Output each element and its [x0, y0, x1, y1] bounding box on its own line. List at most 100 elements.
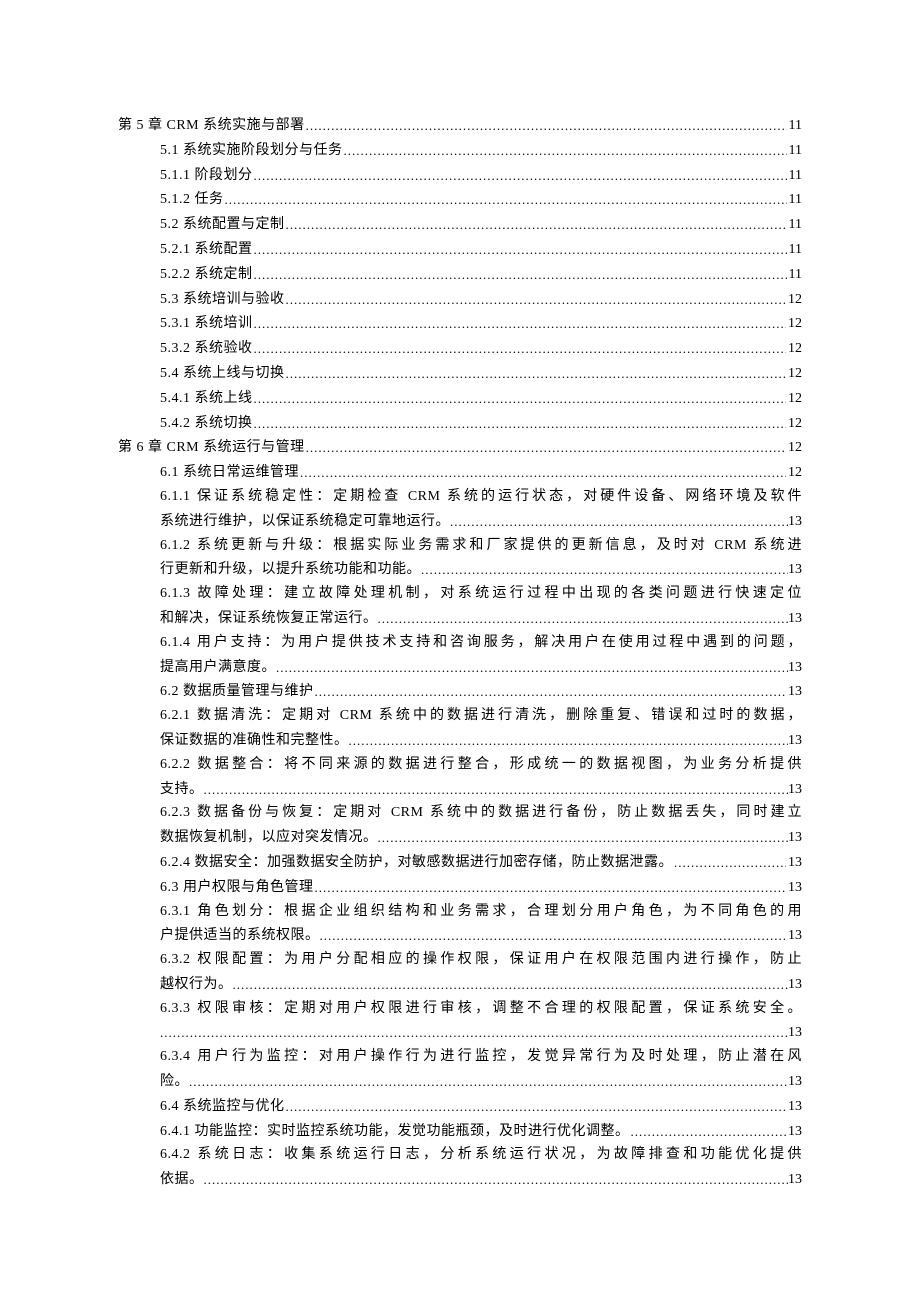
- leader-dots: [315, 881, 787, 894]
- toc-entry-label: 5.2.1 系统配置: [160, 243, 253, 257]
- toc-entry-label: 5.4.2 系统切换: [160, 417, 253, 431]
- toc-entry-section[interactable]: 5.2 系统配置与定制 11: [118, 217, 802, 232]
- toc-entry-label: 5.1.2 任务: [160, 193, 224, 207]
- toc-entry-section[interactable]: 5.4 系统上线与切换12: [118, 366, 802, 381]
- toc-entry-line1: 6.2.2 数据整合：将不同来源的数据进行整合，形成统一的数据视图，为业务分析提…: [160, 758, 802, 772]
- toc-entry-wrapped[interactable]: 6.1.2 系统更新与升级：根据实际业务需求和厂家提供的更新信息，及时对 CRM…: [118, 539, 802, 578]
- toc-entry-wrapped[interactable]: 6.1.4 用户支持：为用户提供技术支持和咨询服务，解决用户在使用过程中遇到的问…: [118, 636, 802, 675]
- leader-dots: [233, 978, 789, 991]
- toc-entry-label: 5.4.1 系统上线: [160, 392, 253, 406]
- table-of-contents: 第 5 章 CRM 系统实施与部署115.1 系统实施阶段划分与任务115.1.…: [118, 118, 802, 1187]
- leader-dots: [631, 1125, 787, 1138]
- toc-entry-label: 第 6 章 CRM 系统运行与管理: [118, 441, 305, 455]
- leader-dots: [276, 661, 788, 674]
- toc-entry-wrapped[interactable]: 6.2.1 数据清洗：定期对 CRM 系统中的数据进行清洗，删除重复、错误和过时…: [118, 709, 802, 748]
- toc-entry-section[interactable]: 5.2.2 系统定制 11: [118, 267, 802, 282]
- page-number: 13: [788, 783, 802, 797]
- page-number: 13: [787, 685, 802, 699]
- toc-entry-tail: 保证数据的准确性和完整性。: [160, 734, 349, 748]
- leader-dots: [286, 293, 787, 306]
- toc-entry-line1: 6.1.3 故障处理：建立故障处理机制，对系统运行过程中出现的各类问题进行快速定…: [160, 587, 802, 601]
- leader-dots: [254, 342, 787, 355]
- toc-entry-label: 5.3.1 系统培训: [160, 317, 253, 331]
- toc-entry-section[interactable]: 6.1 系统日常运维管理12: [118, 465, 802, 480]
- leader-dots: [160, 1026, 788, 1039]
- toc-entry-line2: 13: [160, 1025, 802, 1040]
- page-number: 13: [787, 1100, 802, 1114]
- toc-entry-label: 6.4.1 功能监控：实时监控系统功能，发觉功能瓶颈，及时进行优化调整。: [160, 1125, 630, 1139]
- leader-dots: [254, 317, 787, 330]
- leader-dots: [204, 1173, 789, 1186]
- toc-entry-wrapped[interactable]: 6.3.3 权限审核：定期对用户权限进行审核，调整不合理的权限配置，保证系统安全…: [118, 1002, 802, 1041]
- leader-dots: [286, 1100, 787, 1113]
- leader-dots: [189, 1075, 788, 1088]
- toc-entry-line1: 6.3.2 权限配置：为用户分配相应的操作权限，保证用户在权限范围内进行操作，防…: [160, 953, 802, 967]
- toc-entry-section[interactable]: 6.4.1 功能监控：实时监控系统功能，发觉功能瓶颈，及时进行优化调整。 13: [118, 1124, 802, 1139]
- toc-entry-line2: 依据。 13: [160, 1172, 802, 1187]
- toc-entry-wrapped[interactable]: 6.2.3 数据备份与恢复：定期对 CRM 系统中的数据进行备份，防止数据丢失，…: [118, 806, 802, 845]
- toc-entry-wrapped[interactable]: 6.2.2 数据整合：将不同来源的数据进行整合，形成统一的数据视图，为业务分析提…: [118, 758, 802, 797]
- toc-entry-label: 5.3.2 系统验收: [160, 342, 253, 356]
- toc-entry-section[interactable]: 5.3 系统培训与验收12: [118, 292, 802, 307]
- toc-entry-label: 5.3 系统培训与验收: [160, 293, 285, 307]
- page-number: 11: [788, 218, 802, 232]
- page-number: 11: [788, 193, 802, 207]
- toc-entry-label: 5.2 系统配置与定制: [160, 218, 285, 232]
- page-number: 13: [787, 856, 802, 870]
- toc-entry-section[interactable]: 5.1.1 阶段划分 11: [118, 168, 802, 183]
- toc-entry-tail: 提高用户满意度。: [160, 661, 276, 675]
- toc-entry-wrapped[interactable]: 6.1.1 保证系统稳定性：定期检查 CRM 系统的运行状态，对硬件设备、网络环…: [118, 490, 802, 529]
- toc-entry-wrapped[interactable]: 6.3.2 权限配置：为用户分配相应的操作权限，保证用户在权限范围内进行操作，防…: [118, 953, 802, 992]
- toc-entry-section[interactable]: 5.4.1 系统上线 12: [118, 391, 802, 406]
- toc-entry-section[interactable]: 5.1.2 任务 11: [118, 192, 802, 207]
- page-number: 11: [788, 144, 802, 158]
- toc-entry-line1: 6.4.2 系统日志：收集系统运行日志，分析系统运行状况，为故障排查和功能优化提…: [160, 1148, 802, 1162]
- leader-dots: [286, 218, 787, 231]
- toc-entry-section[interactable]: 6.3 用户权限与角色管理13: [118, 880, 802, 895]
- leader-dots: [286, 367, 787, 380]
- toc-entry-section[interactable]: 5.4.2 系统切换 12: [118, 416, 802, 431]
- toc-entry-tail: 越权行为。: [160, 978, 233, 992]
- page-number: 12: [787, 317, 802, 331]
- toc-entry-chapter[interactable]: 第 6 章 CRM 系统运行与管理12: [118, 440, 802, 455]
- toc-entry-line2: 系统进行维护，以保证系统稳定可靠地运行。 13: [160, 514, 802, 529]
- toc-entry-wrapped[interactable]: 6.3.4 用户行为监控：对用户操作行为进行监控，发觉异常行为及时处理，防止潜在…: [118, 1050, 802, 1089]
- toc-entry-section[interactable]: 5.1 系统实施阶段划分与任务 11: [118, 143, 802, 158]
- toc-entry-line2: 户提供适当的系统权限。 13: [160, 928, 802, 943]
- toc-entry-section[interactable]: 5.3.2 系统验收 12: [118, 341, 802, 356]
- toc-entry-label: 6.3 用户权限与角色管理: [160, 881, 314, 895]
- toc-entry-tail: 行更新和升级，以提升系统功能和功能。: [160, 563, 421, 577]
- page-number: 13: [788, 515, 802, 529]
- toc-entry-line2: 提高用户满意度。 13: [160, 660, 802, 675]
- toc-entry-section[interactable]: 6.2 数据质量管理与维护13: [118, 684, 802, 699]
- leader-dots: [254, 417, 787, 430]
- toc-entry-line1: 6.3.3 权限审核：定期对用户权限进行审核，调整不合理的权限配置，保证系统安全…: [160, 1002, 802, 1016]
- toc-entry-chapter[interactable]: 第 5 章 CRM 系统实施与部署11: [118, 118, 802, 133]
- toc-entry-section[interactable]: 5.3.1 系统培训 12: [118, 316, 802, 331]
- toc-entry-label: 第 5 章 CRM 系统实施与部署: [118, 119, 305, 133]
- toc-entry-line1: 6.1.4 用户支持：为用户提供技术支持和咨询服务，解决用户在使用过程中遇到的问…: [160, 636, 802, 650]
- toc-entry-tail: 数据恢复机制，以应对突发情况。: [160, 831, 378, 845]
- leader-dots: [306, 441, 786, 454]
- leader-dots: [254, 268, 787, 281]
- toc-entry-wrapped[interactable]: 6.1.3 故障处理：建立故障处理机制，对系统运行过程中出现的各类问题进行快速定…: [118, 587, 802, 626]
- toc-entry-section[interactable]: 5.2.1 系统配置 11: [118, 242, 802, 257]
- leader-dots: [254, 243, 787, 256]
- page-number: 13: [788, 978, 802, 992]
- toc-entry-line2: 保证数据的准确性和完整性。 13: [160, 733, 802, 748]
- toc-entry-section[interactable]: 6.2.4 数据安全：加强数据安全防护，对敏感数据进行加密存储，防止数据泄露。1…: [118, 855, 802, 870]
- toc-entry-label: 5.1 系统实施阶段划分与任务: [160, 144, 343, 158]
- toc-entry-wrapped[interactable]: 6.4.2 系统日志：收集系统运行日志，分析系统运行状况，为故障排查和功能优化提…: [118, 1148, 802, 1187]
- toc-entry-wrapped[interactable]: 6.3.1 角色划分：根据企业组织结构和业务需求，合理划分用户角色，为不同角色的…: [118, 905, 802, 944]
- document-page: 第 5 章 CRM 系统实施与部署115.1 系统实施阶段划分与任务115.1.…: [0, 0, 920, 1302]
- leader-dots: [421, 563, 788, 576]
- leader-dots: [378, 831, 789, 844]
- page-number: 13: [788, 929, 802, 943]
- toc-entry-label: 5.2.2 系统定制: [160, 268, 253, 282]
- toc-entry-section[interactable]: 6.4 系统监控与优化13: [118, 1099, 802, 1114]
- page-number: 13: [788, 1026, 802, 1040]
- toc-entry-line1: 6.1.1 保证系统稳定性：定期检查 CRM 系统的运行状态，对硬件设备、网络环…: [160, 490, 802, 504]
- leader-dots: [344, 144, 787, 157]
- page-number: 11: [788, 268, 802, 282]
- page-number: 13: [788, 661, 802, 675]
